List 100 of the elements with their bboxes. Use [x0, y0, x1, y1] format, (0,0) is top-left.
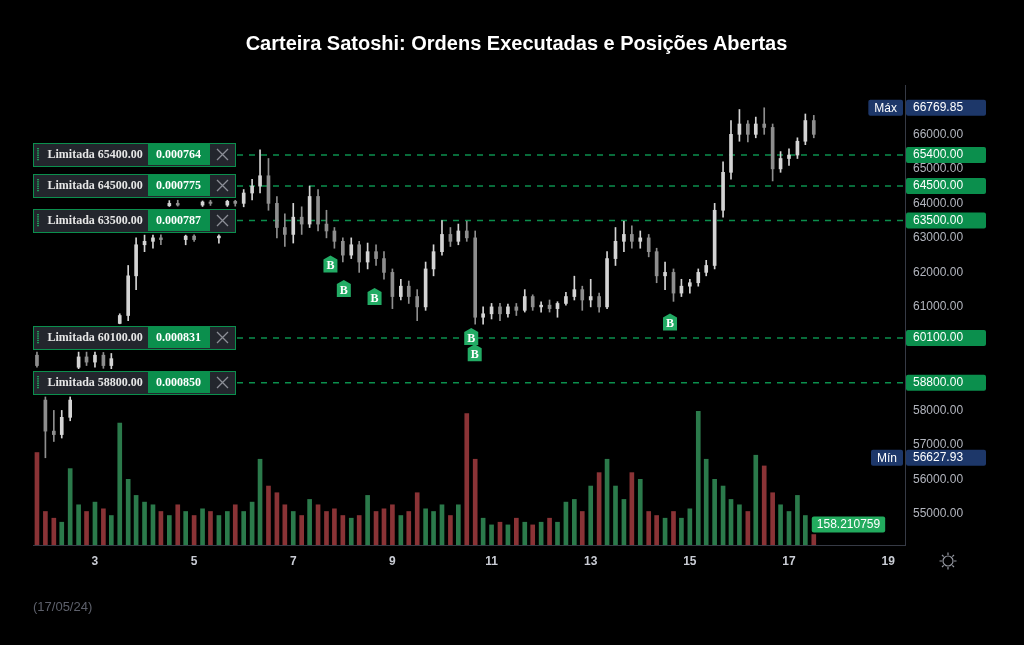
y-tick-label: 66000.00: [913, 126, 964, 141]
annotation: B: [666, 316, 675, 331]
annotation: Máx: [874, 100, 897, 115]
bar: [232, 504, 238, 545]
annotation: B: [370, 290, 379, 305]
y-tick-label: 56000.00: [913, 471, 964, 486]
bar: [43, 511, 48, 545]
bar: [200, 508, 205, 545]
bar: [125, 479, 131, 545]
y-tick-label: 56627.93: [913, 450, 964, 465]
y-tick-label: 64000.00: [913, 195, 964, 210]
bar: [167, 515, 172, 545]
y-tick-label: 60100.00: [913, 330, 964, 345]
bar: [431, 511, 436, 545]
y-tick-label: 64500.00: [913, 178, 964, 193]
bar: [613, 485, 618, 545]
bar: [795, 495, 800, 545]
bar: [290, 511, 296, 545]
bar: [390, 504, 395, 545]
bar: [530, 524, 536, 545]
x-tick-label: 13: [584, 553, 598, 568]
ref-line-label: Limitada 64500.00: [47, 177, 143, 195]
bar: [76, 504, 81, 545]
bar: [208, 511, 213, 545]
x-tick-label: 5: [190, 553, 198, 568]
bar: [712, 479, 717, 545]
bar: [266, 485, 271, 545]
bar: [671, 511, 676, 545]
bar: [365, 495, 370, 545]
bar: [679, 517, 684, 545]
ref-line-label: Limitada 60100.00: [47, 328, 143, 346]
bar: [241, 511, 247, 545]
bar: [142, 501, 147, 545]
bar: [324, 511, 329, 545]
order-panel: Limitada 64500.00 0.000775: [33, 174, 236, 199]
annotation: B: [470, 346, 479, 361]
bar: [695, 411, 701, 545]
annotation: 0.000831: [147, 326, 210, 348]
ref-line-label: Limitada 65400.00: [47, 146, 143, 164]
bar: [572, 499, 577, 545]
y-tick-label: 65400.00: [913, 147, 964, 162]
bar: [332, 508, 337, 545]
bar: [423, 508, 428, 545]
ref-line-label: Limitada 63500.00: [47, 211, 143, 229]
bar: [456, 504, 461, 545]
y-tick-label: 62000.00: [913, 264, 964, 279]
bar: [637, 479, 643, 545]
bar: [175, 504, 181, 545]
y-tick-label: 63000.00: [913, 230, 964, 245]
bar: [464, 413, 470, 545]
bar: [588, 485, 594, 545]
bar: [703, 458, 709, 545]
bar: [414, 492, 420, 545]
annotation: 0.000850: [147, 371, 210, 393]
bar: [770, 492, 775, 545]
x-tick-label: 17: [782, 553, 796, 568]
y-tick-label: 61000.00: [913, 299, 964, 314]
bar: [555, 521, 560, 545]
bar: [737, 504, 742, 545]
x-tick-label: 15: [683, 553, 697, 568]
bar: [811, 534, 817, 545]
bar: [522, 521, 528, 545]
bar: [67, 468, 73, 545]
bar: [84, 511, 89, 545]
annotation: Mín: [876, 450, 898, 465]
bar: [183, 511, 189, 545]
y-tick-label: 57000.00: [913, 437, 964, 452]
bar: [579, 511, 585, 545]
annotation: 158.210759: [816, 517, 881, 532]
y-tick-label: 66769.85: [913, 100, 964, 115]
annotation: 0.000787: [147, 209, 210, 231]
x-tick-label: 11: [485, 553, 499, 568]
y-tick-label: 58000.00: [913, 402, 964, 417]
ref-line-label: Limitada 58800.00: [47, 373, 143, 391]
bar: [514, 517, 519, 545]
x-tick-label: 3: [91, 553, 99, 568]
bar: [489, 524, 494, 545]
bar: [109, 515, 114, 545]
annotation: 0.000764: [147, 144, 210, 166]
y-tick-label: 58800.00: [913, 375, 964, 390]
bar: [803, 515, 808, 545]
annotation: B: [326, 258, 335, 273]
bar: [654, 515, 659, 545]
bar: [101, 508, 106, 545]
bar: [299, 515, 305, 545]
bar: [117, 422, 123, 545]
text: (17/05/24): [33, 598, 93, 614]
bar: [348, 517, 354, 545]
annotation: B: [467, 330, 476, 345]
bar: [225, 511, 230, 545]
x-tick-label: 9: [389, 553, 397, 568]
order-panel: Limitada 65400.00 0.000764: [33, 143, 236, 168]
bar: [472, 458, 478, 545]
x-tick-label: 7: [289, 553, 297, 568]
bar: [778, 504, 783, 545]
bar: [753, 454, 759, 545]
y-tick-label: 55000.00: [913, 506, 964, 521]
bar: [448, 515, 453, 545]
annotation: B: [339, 282, 348, 297]
order-panel: Limitada 63500.00 0.000787: [33, 208, 236, 233]
